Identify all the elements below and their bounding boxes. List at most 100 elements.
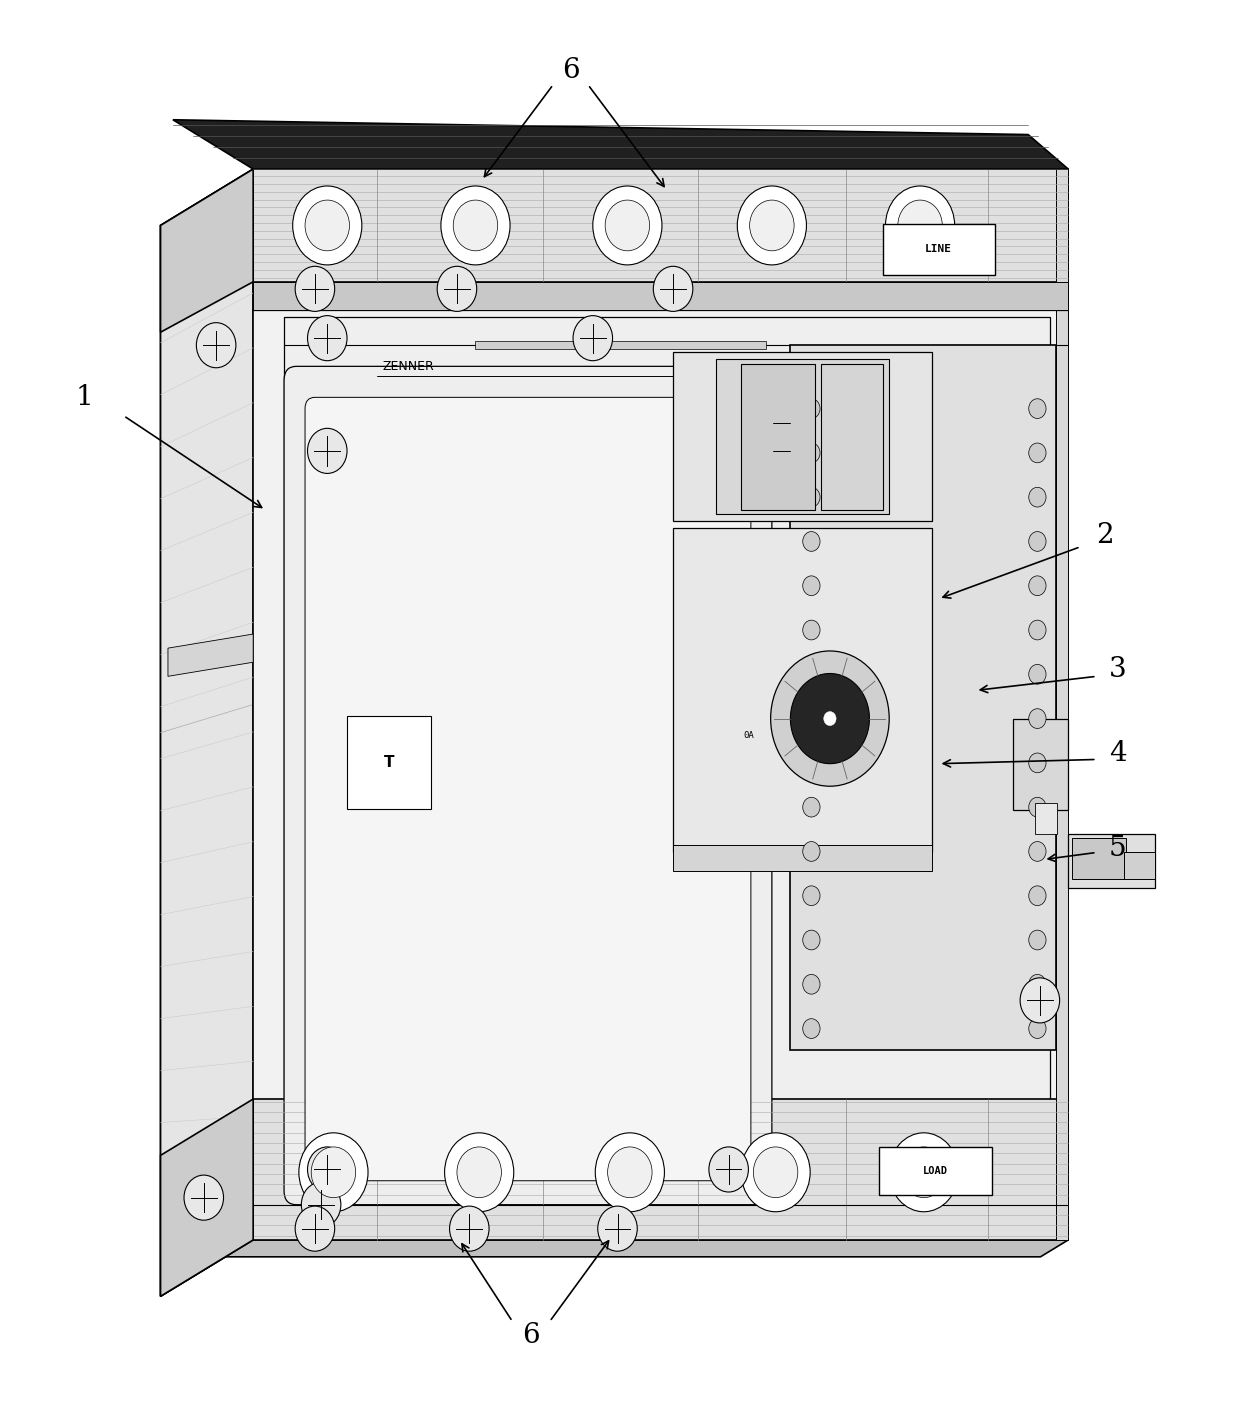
Circle shape — [803, 752, 820, 772]
Polygon shape — [1056, 169, 1068, 1240]
Polygon shape — [253, 282, 1068, 310]
Text: T: T — [384, 755, 394, 769]
Circle shape — [737, 186, 806, 265]
Polygon shape — [161, 169, 253, 1296]
Circle shape — [598, 1206, 637, 1251]
Circle shape — [295, 1206, 335, 1251]
Polygon shape — [168, 634, 253, 676]
Polygon shape — [253, 169, 1068, 1240]
Polygon shape — [1035, 803, 1057, 834]
Text: 0A: 0A — [743, 731, 753, 740]
Circle shape — [184, 1175, 224, 1220]
Circle shape — [301, 1182, 341, 1227]
Circle shape — [889, 1133, 958, 1212]
Circle shape — [295, 266, 335, 311]
FancyBboxPatch shape — [347, 716, 431, 809]
Polygon shape — [1068, 834, 1155, 888]
Polygon shape — [253, 169, 1068, 282]
Circle shape — [653, 266, 693, 311]
Circle shape — [803, 531, 820, 551]
Circle shape — [308, 428, 347, 473]
Circle shape — [790, 674, 869, 764]
Polygon shape — [673, 528, 932, 852]
Polygon shape — [741, 364, 815, 510]
Circle shape — [593, 186, 662, 265]
Polygon shape — [475, 341, 766, 349]
Circle shape — [1029, 399, 1046, 418]
Circle shape — [898, 200, 942, 251]
Circle shape — [608, 1147, 652, 1198]
Circle shape — [441, 186, 510, 265]
Polygon shape — [161, 169, 253, 1296]
Circle shape — [741, 1133, 810, 1212]
Circle shape — [803, 399, 820, 418]
Circle shape — [1029, 752, 1046, 772]
Circle shape — [1029, 576, 1046, 596]
Circle shape — [308, 316, 347, 361]
Circle shape — [299, 1133, 368, 1212]
Polygon shape — [673, 352, 932, 521]
FancyBboxPatch shape — [305, 397, 751, 1181]
Circle shape — [803, 930, 820, 950]
Polygon shape — [790, 345, 1056, 1050]
Polygon shape — [225, 1240, 1068, 1257]
Circle shape — [1029, 797, 1046, 817]
Circle shape — [803, 1019, 820, 1038]
Circle shape — [457, 1147, 501, 1198]
Circle shape — [824, 712, 836, 726]
Circle shape — [196, 323, 236, 368]
Text: ZENNER: ZENNER — [383, 359, 435, 373]
Circle shape — [902, 1147, 946, 1198]
Circle shape — [1029, 930, 1046, 950]
Circle shape — [885, 186, 955, 265]
Circle shape — [1029, 709, 1046, 728]
Circle shape — [605, 200, 650, 251]
Text: 5: 5 — [1109, 834, 1126, 862]
Circle shape — [803, 975, 820, 995]
Circle shape — [803, 886, 820, 906]
Text: 3: 3 — [1109, 655, 1126, 683]
Circle shape — [573, 316, 613, 361]
Polygon shape — [284, 317, 1050, 1205]
Circle shape — [803, 841, 820, 861]
Circle shape — [311, 1147, 356, 1198]
Text: 4: 4 — [1109, 740, 1126, 768]
Polygon shape — [173, 120, 1068, 169]
Circle shape — [445, 1133, 514, 1212]
Circle shape — [1029, 841, 1046, 861]
Circle shape — [1029, 531, 1046, 551]
Circle shape — [1029, 975, 1046, 995]
Circle shape — [803, 576, 820, 596]
Polygon shape — [1124, 852, 1155, 879]
FancyBboxPatch shape — [284, 366, 772, 1205]
Polygon shape — [673, 845, 932, 871]
Polygon shape — [161, 1099, 253, 1296]
Circle shape — [1029, 620, 1046, 640]
Polygon shape — [1072, 838, 1126, 879]
Circle shape — [595, 1133, 664, 1212]
Circle shape — [1029, 442, 1046, 462]
Circle shape — [293, 186, 362, 265]
Circle shape — [803, 488, 820, 507]
Polygon shape — [161, 169, 253, 333]
Text: 6: 6 — [562, 56, 579, 85]
Polygon shape — [821, 364, 883, 510]
Circle shape — [453, 200, 498, 251]
Circle shape — [803, 797, 820, 817]
Circle shape — [450, 1206, 489, 1251]
Polygon shape — [253, 1099, 1068, 1240]
FancyBboxPatch shape — [883, 224, 995, 275]
Circle shape — [1029, 886, 1046, 906]
Polygon shape — [716, 359, 889, 514]
Circle shape — [1029, 488, 1046, 507]
Text: 1: 1 — [75, 383, 93, 411]
Circle shape — [803, 709, 820, 728]
Circle shape — [1029, 1019, 1046, 1038]
Circle shape — [1020, 978, 1060, 1023]
Text: LINE: LINE — [925, 244, 952, 255]
FancyBboxPatch shape — [879, 1147, 992, 1195]
Text: 2: 2 — [1097, 521, 1114, 550]
Circle shape — [803, 620, 820, 640]
Circle shape — [771, 651, 889, 786]
Circle shape — [437, 266, 477, 311]
